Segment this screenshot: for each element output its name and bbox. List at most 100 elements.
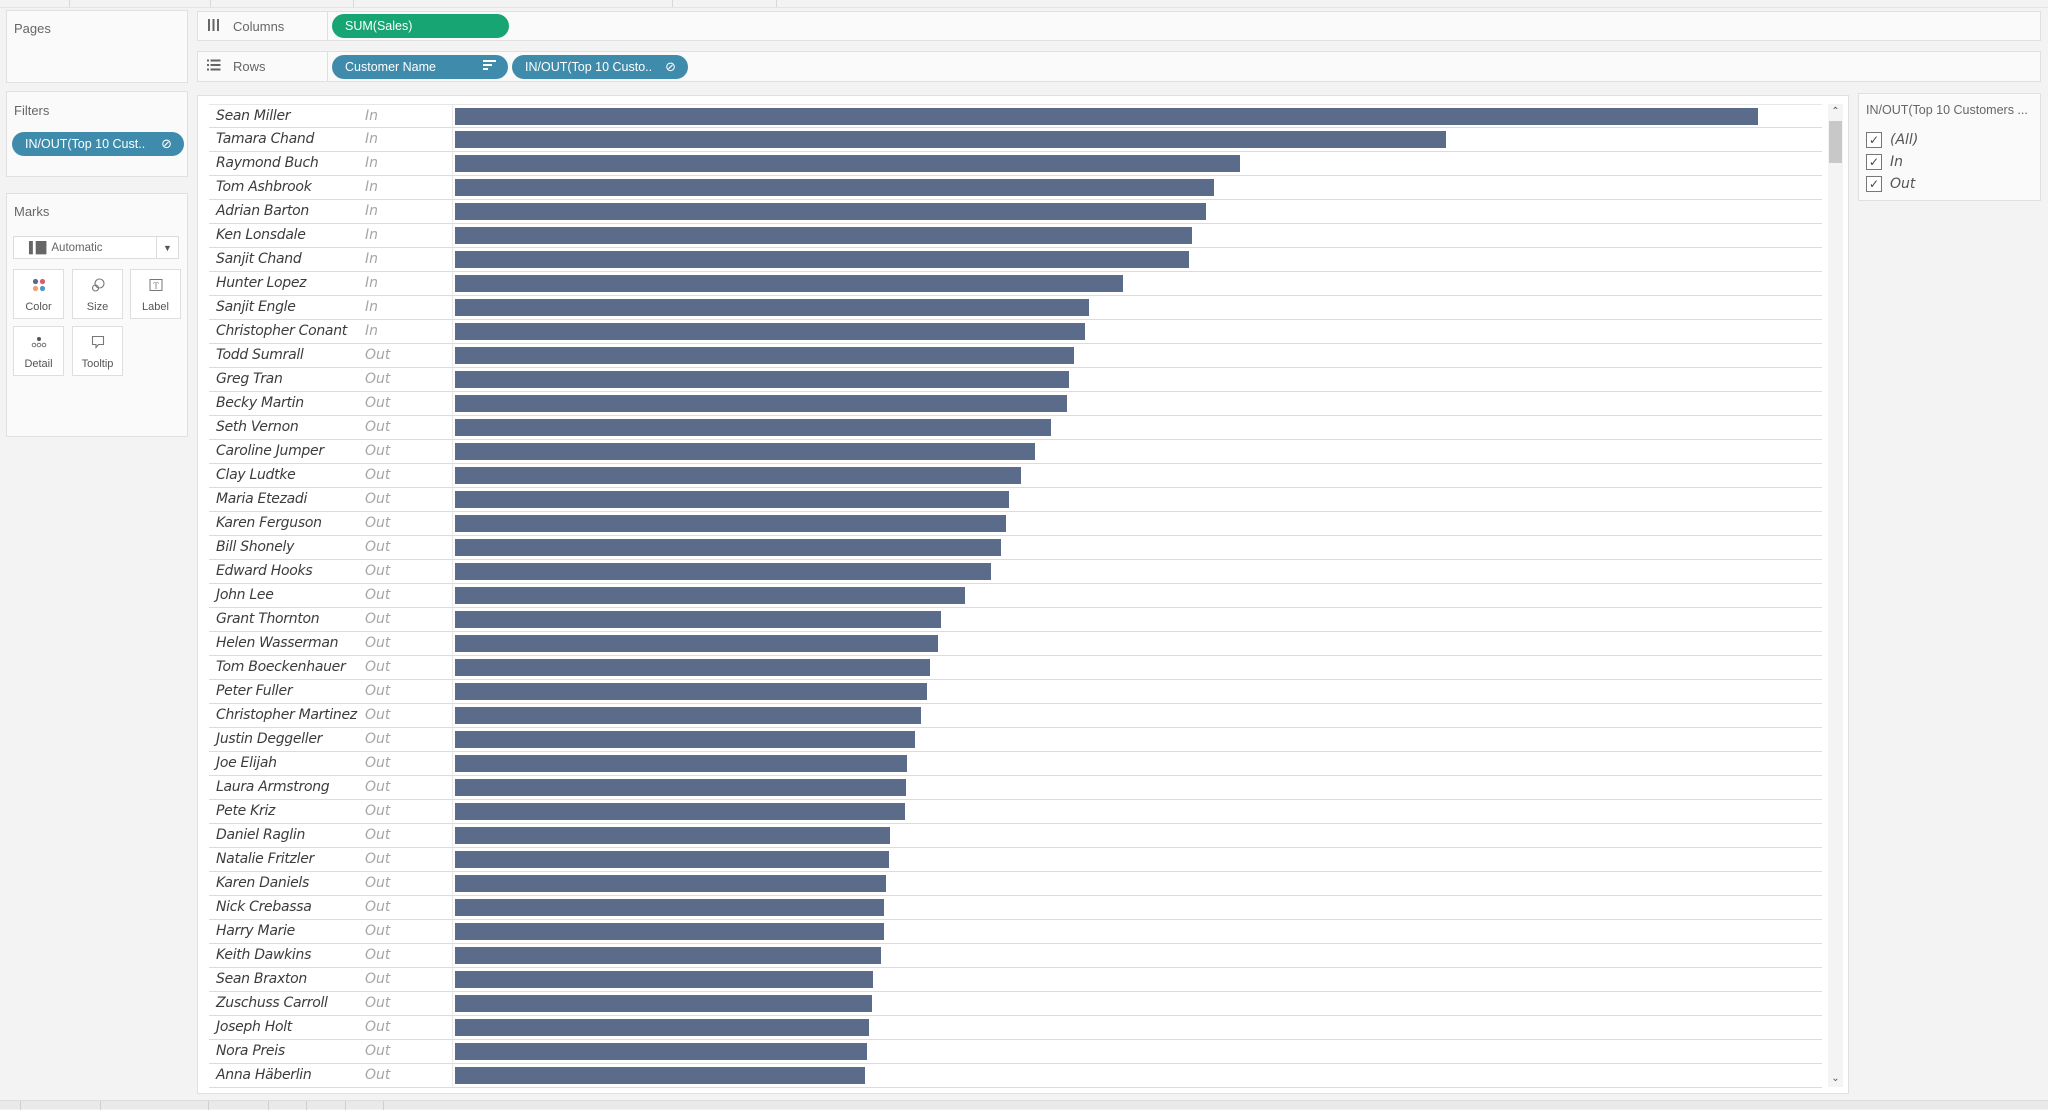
customer-name[interactable]: Zuschuss Carroll bbox=[216, 995, 328, 1011]
sales-bar[interactable] bbox=[455, 203, 1206, 220]
table-row[interactable]: Greg Tran Out bbox=[209, 368, 1822, 392]
inout-value[interactable]: Out bbox=[365, 539, 391, 555]
inout-value[interactable]: In bbox=[365, 203, 379, 219]
customer-name[interactable]: Caroline Jumper bbox=[216, 443, 324, 459]
customer-name[interactable]: Adrian Barton bbox=[216, 203, 309, 219]
sales-bar[interactable] bbox=[455, 611, 941, 628]
sales-bar[interactable] bbox=[455, 827, 890, 844]
customer-name[interactable]: Natalie Fritzler bbox=[216, 851, 314, 867]
sales-bar[interactable] bbox=[455, 108, 1758, 125]
sales-bar[interactable] bbox=[455, 227, 1192, 244]
customer-name[interactable]: Bill Shonely bbox=[216, 539, 295, 555]
customer-name[interactable]: Joe Elijah bbox=[216, 755, 277, 771]
inout-value[interactable]: In bbox=[365, 131, 379, 147]
sales-bar[interactable] bbox=[455, 707, 921, 724]
inout-value[interactable]: Out bbox=[365, 1043, 391, 1059]
sales-bar[interactable] bbox=[455, 275, 1123, 292]
inout-value[interactable]: Out bbox=[365, 515, 391, 531]
table-row[interactable]: Daniel Raglin Out bbox=[209, 824, 1822, 848]
table-row[interactable]: Tom Boeckenhauer Out bbox=[209, 656, 1822, 680]
customer-name[interactable]: Joseph Holt bbox=[216, 1019, 292, 1035]
customer-name[interactable]: Becky Martin bbox=[216, 395, 304, 411]
table-row[interactable]: Tamara Chand In bbox=[209, 128, 1822, 152]
customer-name[interactable]: Hunter Lopez bbox=[216, 275, 307, 291]
customer-name[interactable]: Laura Armstrong bbox=[216, 779, 330, 795]
customer-name[interactable]: Sean Miller bbox=[216, 108, 291, 124]
table-row[interactable]: Keith Dawkins Out bbox=[209, 944, 1822, 968]
customer-name[interactable]: Sean Braxton bbox=[216, 971, 307, 987]
table-row[interactable]: Becky Martin Out bbox=[209, 392, 1822, 416]
chevron-up-icon[interactable]: ⌃ bbox=[1831, 106, 1840, 117]
customer-name[interactable]: Sanjit Engle bbox=[216, 299, 296, 315]
table-row[interactable]: Zuschuss Carroll Out bbox=[209, 992, 1822, 1016]
table-row[interactable]: Christopher Martinez Out bbox=[209, 704, 1822, 728]
sales-bar[interactable] bbox=[455, 995, 872, 1012]
sheet-tab-strip[interactable] bbox=[0, 1100, 2048, 1110]
inout-value[interactable]: Out bbox=[365, 779, 391, 795]
table-row[interactable]: Sanjit Engle In bbox=[209, 296, 1822, 320]
chevron-down-icon[interactable]: ▼ bbox=[156, 237, 178, 258]
customer-name[interactable]: Tom Ashbrook bbox=[216, 179, 312, 195]
columns-shelf[interactable]: Columns SUM(Sales) bbox=[197, 11, 2041, 41]
marks-detail-button[interactable]: Detail bbox=[13, 326, 64, 376]
table-row[interactable]: John Lee Out bbox=[209, 584, 1822, 608]
inout-value[interactable]: Out bbox=[365, 827, 391, 843]
sales-bar[interactable] bbox=[455, 659, 930, 676]
filter-option-all[interactable]: ✓ (All) bbox=[1866, 130, 1918, 150]
inout-value[interactable]: In bbox=[365, 108, 379, 124]
sort-descending-icon[interactable] bbox=[483, 59, 496, 74]
table-row[interactable]: Helen Wasserman Out bbox=[209, 632, 1822, 656]
inout-value[interactable]: Out bbox=[365, 731, 391, 747]
sales-bar[interactable] bbox=[455, 803, 905, 820]
inout-value[interactable]: In bbox=[365, 179, 379, 195]
customer-name[interactable]: Todd Sumrall bbox=[216, 347, 304, 363]
customer-name[interactable]: Nora Preis bbox=[216, 1043, 285, 1059]
inout-value[interactable]: Out bbox=[365, 899, 391, 915]
table-row[interactable]: Adrian Barton In bbox=[209, 200, 1822, 224]
sales-bar[interactable] bbox=[455, 947, 881, 964]
table-row[interactable]: Nora Preis Out bbox=[209, 1040, 1822, 1064]
sales-bar[interactable] bbox=[455, 635, 938, 652]
customer-name[interactable]: Karen Daniels bbox=[216, 875, 309, 891]
inout-value[interactable]: Out bbox=[365, 587, 391, 603]
sales-bar[interactable] bbox=[455, 347, 1074, 364]
inout-value[interactable]: In bbox=[365, 323, 379, 339]
chevron-down-icon[interactable]: ⌄ bbox=[1831, 1073, 1840, 1084]
customer-name[interactable]: Grant Thornton bbox=[216, 611, 320, 627]
inout-value[interactable]: Out bbox=[365, 491, 391, 507]
customer-name[interactable]: Pete Kriz bbox=[216, 803, 276, 819]
table-row[interactable]: Natalie Fritzler Out bbox=[209, 848, 1822, 872]
customer-name[interactable]: Tom Boeckenhauer bbox=[216, 659, 346, 675]
sales-bar[interactable] bbox=[455, 251, 1189, 268]
sales-bar[interactable] bbox=[455, 299, 1089, 316]
customer-name[interactable]: Edward Hooks bbox=[216, 563, 313, 579]
sales-bar[interactable] bbox=[455, 179, 1214, 196]
inout-value[interactable]: In bbox=[365, 299, 379, 315]
customer-name[interactable]: Raymond Buch bbox=[216, 155, 319, 171]
sales-bar[interactable] bbox=[455, 587, 965, 604]
customer-name[interactable]: Nick Crebassa bbox=[216, 899, 312, 915]
customer-name[interactable]: Justin Deggeller bbox=[216, 731, 323, 747]
sum-sales-pill[interactable]: SUM(Sales) bbox=[332, 14, 509, 38]
customer-name[interactable]: Daniel Raglin bbox=[216, 827, 306, 843]
inout-value[interactable]: Out bbox=[365, 659, 391, 675]
table-row[interactable]: Grant Thornton Out bbox=[209, 608, 1822, 632]
sales-bar[interactable] bbox=[455, 563, 991, 580]
inout-value[interactable]: In bbox=[365, 275, 379, 291]
table-row[interactable]: Nick Crebassa Out bbox=[209, 896, 1822, 920]
sales-bar[interactable] bbox=[455, 491, 1009, 508]
sales-bar[interactable] bbox=[455, 923, 884, 940]
table-row[interactable]: Karen Daniels Out bbox=[209, 872, 1822, 896]
customer-name[interactable]: Helen Wasserman bbox=[216, 635, 339, 651]
sales-bar[interactable] bbox=[455, 683, 927, 700]
inout-value[interactable]: In bbox=[365, 251, 379, 267]
table-row[interactable]: Caroline Jumper Out bbox=[209, 440, 1822, 464]
customer-name[interactable]: Harry Marie bbox=[216, 923, 295, 939]
sales-bar[interactable] bbox=[455, 851, 889, 868]
table-row[interactable]: Peter Fuller Out bbox=[209, 680, 1822, 704]
inout-value[interactable]: Out bbox=[365, 371, 391, 387]
inout-value[interactable]: Out bbox=[365, 443, 391, 459]
table-row[interactable]: Tom Ashbrook In bbox=[209, 176, 1822, 200]
sales-bar[interactable] bbox=[455, 419, 1051, 436]
inout-value[interactable]: In bbox=[365, 227, 379, 243]
